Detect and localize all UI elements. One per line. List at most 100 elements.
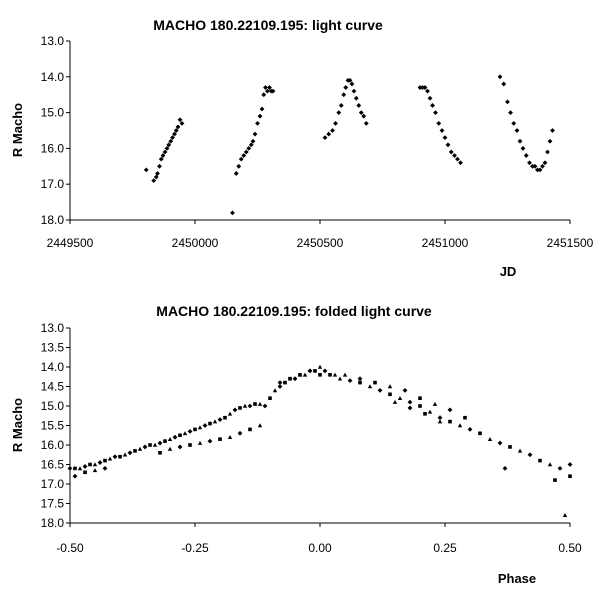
data-point: [103, 458, 107, 463]
data-point: [133, 449, 137, 453]
y-tick-label: 17.5: [41, 497, 65, 511]
data-point: [217, 417, 223, 423]
data-point: [252, 131, 258, 137]
data-point: [357, 376, 363, 382]
data-point: [162, 149, 168, 155]
data-point: [270, 88, 276, 94]
y-tick-label: 14.0: [41, 360, 65, 374]
data-point: [236, 163, 242, 169]
data-point: [227, 411, 233, 416]
data-point: [288, 376, 292, 381]
data-point: [164, 146, 170, 151]
data-point: [373, 380, 377, 385]
data-point: [336, 110, 342, 115]
data-point: [568, 474, 572, 478]
data-point: [263, 85, 268, 90]
data-point: [553, 478, 557, 482]
data-point: [343, 85, 349, 90]
data-point: [337, 376, 343, 381]
data-point: [342, 372, 348, 377]
data-point: [197, 440, 203, 445]
x-tick-label: 2449500: [47, 236, 94, 250]
x-tick-label: -0.50: [56, 541, 84, 555]
x-tick-label: 0.25: [433, 541, 457, 555]
data-point: [168, 138, 174, 144]
data-point: [67, 466, 73, 471]
data-point: [272, 388, 278, 393]
data-point: [137, 446, 143, 451]
data-point: [157, 440, 163, 446]
data-point: [420, 85, 425, 90]
data-point: [268, 396, 272, 400]
data-point: [148, 443, 152, 447]
data-point: [283, 380, 287, 385]
data-point: [478, 431, 482, 436]
data-point: [442, 135, 448, 141]
data-point: [367, 384, 373, 389]
data-point: [187, 428, 193, 434]
data-point: [505, 99, 510, 105]
folded-light-curve-points: [67, 364, 573, 517]
data-point: [511, 120, 517, 126]
data-point: [175, 124, 181, 130]
data-point: [517, 138, 523, 144]
data-point: [107, 456, 113, 461]
x-tick-label: -0.25: [181, 541, 209, 555]
data-point: [436, 120, 442, 126]
data-point: [497, 440, 503, 446]
data-point: [112, 454, 118, 460]
data-point: [523, 153, 529, 158]
folded-light-curve-ticks: 13.0 13.5 14.0 14.5 15.0 15.5 16.0 16.5 17.0 17.5…: [41, 321, 582, 555]
data-point: [238, 406, 242, 410]
data-point: [527, 452, 533, 458]
x-tick-label: 0.00: [308, 541, 332, 555]
data-point: [361, 113, 367, 119]
data-point: [232, 407, 238, 413]
data-point: [247, 403, 253, 409]
data-point: [427, 409, 433, 414]
data-point: [277, 380, 283, 385]
data-point: [467, 427, 473, 432]
data-point: [437, 419, 443, 424]
data-point: [407, 399, 413, 405]
data-point: [330, 128, 335, 133]
data-point: [172, 131, 177, 137]
data-point: [447, 407, 453, 413]
data-point: [243, 149, 249, 155]
data-point: [432, 401, 438, 406]
data-point: [88, 462, 92, 467]
data-point: [430, 103, 435, 108]
data-point: [238, 156, 244, 162]
data-point: [92, 462, 98, 467]
data-point: [445, 142, 451, 148]
data-point: [92, 468, 98, 473]
data-point: [307, 368, 313, 374]
data-point: [508, 110, 513, 115]
data-point: [160, 153, 166, 158]
data-point: [163, 439, 167, 443]
data-point: [358, 380, 362, 385]
data-point: [448, 419, 452, 424]
x-tick-label: 2451500: [547, 236, 594, 250]
data-point: [567, 462, 573, 467]
data-point: [341, 92, 347, 98]
x-tick-label: 2450500: [297, 236, 344, 250]
data-point: [248, 142, 254, 148]
y-tick-label: 13.0: [41, 34, 65, 48]
data-point: [487, 436, 493, 441]
data-point: [262, 403, 268, 409]
light-curve-chart: MACHO 180.22109.195: light curve 13.0 14.…: [10, 17, 594, 279]
y-tick-label: 15.5: [41, 419, 65, 433]
data-point: [457, 423, 463, 428]
y-tick-label: 13.0: [41, 321, 65, 335]
data-point: [332, 372, 338, 377]
data-point: [218, 437, 222, 441]
data-point: [167, 436, 173, 441]
data-point: [102, 466, 108, 471]
data-point: [318, 373, 322, 377]
data-point: [257, 423, 263, 428]
data-point: [173, 128, 179, 133]
y-tick-label: 14.5: [41, 380, 65, 394]
